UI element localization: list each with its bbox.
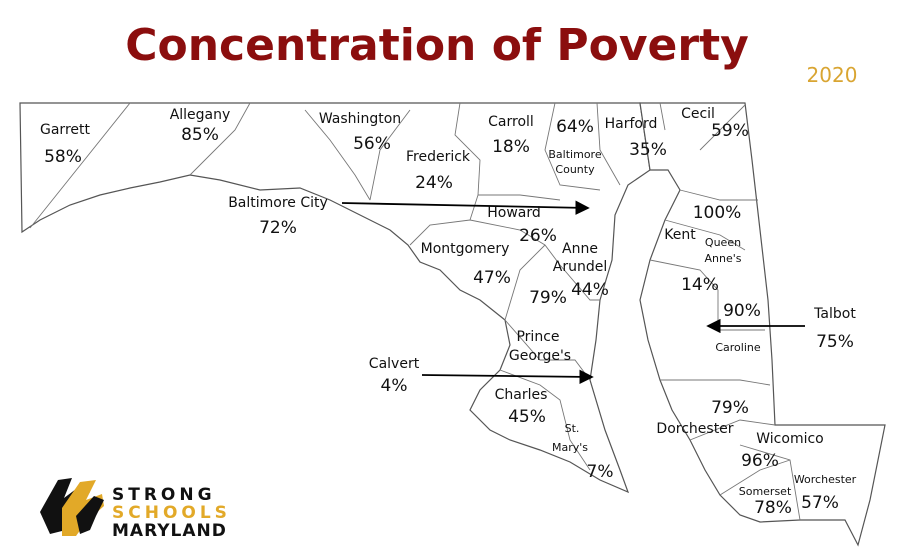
county-name: Somerset — [739, 485, 792, 498]
county-value: 64% — [556, 117, 594, 137]
logo: STRONG SCHOOLS MARYLAND — [40, 478, 231, 541]
county-name: Washington — [319, 111, 401, 127]
logo-text: MARYLAND — [112, 521, 227, 541]
logo-text: STRONG — [112, 485, 216, 505]
county-value: 58% — [44, 147, 82, 167]
county-name: Worchester — [794, 473, 857, 486]
county-name: Mary's — [552, 441, 588, 454]
maryland-map — [19, 102, 886, 547]
year: 2020 — [807, 63, 858, 87]
county-value: 100% — [693, 203, 742, 223]
county-name: Harford — [605, 116, 658, 132]
county-value: 7% — [587, 462, 614, 482]
county-name: Cecil — [681, 106, 715, 122]
county-name: Montgomery — [421, 241, 510, 257]
county-name: Baltimore City — [228, 195, 328, 211]
county-name: Frederick — [406, 149, 471, 165]
county-value: 96% — [741, 451, 779, 471]
county-value: 90% — [723, 301, 761, 321]
county-value: 14% — [681, 275, 719, 295]
county-name: Prince — [516, 329, 559, 345]
arrows — [341, 200, 805, 385]
county-name: Talbot — [813, 306, 856, 322]
county-value: 59% — [711, 121, 749, 141]
county-value: 44% — [571, 280, 609, 300]
county-value: 79% — [529, 288, 567, 308]
county-name: Anne — [562, 241, 598, 257]
county-name: Anne's — [705, 252, 742, 265]
county-name: Howard — [487, 205, 541, 221]
county-name: Arundel — [553, 259, 607, 275]
county-value: 4% — [381, 376, 408, 396]
county-value: 18% — [492, 137, 530, 157]
county-name: Calvert — [369, 356, 420, 372]
eastern-shore — [639, 102, 886, 547]
county-name: Wicomico — [756, 431, 823, 447]
county-value: 26% — [519, 226, 557, 246]
county-value: 72% — [259, 218, 297, 238]
logo-mark — [40, 478, 104, 536]
county-name: George's — [509, 348, 571, 364]
county-value: 45% — [508, 407, 546, 427]
county-name: Allegany — [170, 107, 231, 123]
county-name: County — [555, 163, 595, 176]
county-value: 75% — [816, 332, 854, 352]
county-value: 35% — [629, 140, 667, 160]
title: Concentration of Poverty — [125, 20, 749, 71]
county-value: 85% — [181, 125, 219, 145]
county-value: 79% — [711, 398, 749, 418]
western-shore — [19, 102, 651, 494]
county-value: 56% — [353, 134, 391, 154]
county-value: 47% — [473, 268, 511, 288]
county-name: Carroll — [488, 114, 534, 130]
logo-text: SCHOOLS — [112, 503, 231, 523]
county-borders — [29, 102, 801, 521]
arrow — [421, 369, 594, 385]
county-labels: Garrett 58% Allegany 85% Washington 56% Freder… — [40, 106, 857, 518]
county-name: Kent — [664, 227, 696, 243]
county-value: 24% — [415, 173, 453, 193]
county-name: Caroline — [715, 341, 761, 354]
county-name: Dorchester — [656, 421, 733, 437]
county-name: Baltimore — [548, 148, 601, 161]
county-name: Garrett — [40, 122, 90, 138]
county-name: Charles — [495, 387, 548, 403]
arrow — [341, 200, 590, 215]
county-name: St. — [565, 422, 580, 435]
county-value: 78% — [754, 498, 792, 518]
county-name: Queen — [705, 236, 741, 249]
county-value: 57% — [801, 493, 839, 513]
